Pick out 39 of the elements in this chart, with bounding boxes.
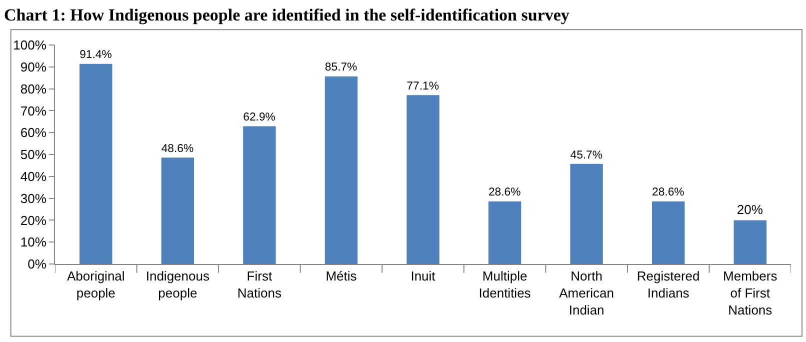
y-tick-label: 80% (20, 81, 47, 96)
x-tick-label: North American Indian (559, 268, 614, 318)
x-tick-label: Métis (326, 268, 358, 284)
bar (80, 64, 112, 264)
y-tick-label: 100% (13, 38, 47, 53)
x-tick-label: Registered Indians (636, 268, 700, 300)
y-tick-label: 60% (20, 125, 47, 140)
bar (570, 164, 603, 264)
data-label: 77.1% (406, 80, 439, 93)
bar (406, 95, 440, 264)
data-label: 48.6% (161, 142, 194, 155)
data-label: 45.7% (570, 149, 602, 162)
data-label: 28.6% (652, 186, 684, 199)
y-tick-label: 70% (20, 103, 47, 118)
data-label: 28.6% (488, 186, 521, 199)
x-tick-label: First Nations (237, 268, 282, 300)
y-tick-label: 40% (20, 168, 47, 184)
data-label: 20% (736, 202, 764, 218)
x-tick-label: Multiple Identities (478, 268, 532, 300)
x-tick-label: Aboriginal people (66, 268, 125, 300)
y-tick-label: 10% (20, 234, 47, 250)
data-label: 85.7% (324, 62, 358, 74)
data-label: 91.4% (80, 49, 112, 62)
y-tick-label: 50% (20, 147, 47, 162)
y-tick-label: 0% (28, 256, 47, 272)
bar (161, 158, 194, 264)
y-tick-label: 20% (20, 212, 47, 228)
x-tick-label: Members of First Nations (723, 268, 778, 318)
y-tick-label: 30% (20, 190, 47, 206)
x-tick-label: Inuit (410, 268, 436, 284)
y-tick-label: 90% (20, 59, 47, 74)
bar (243, 126, 276, 264)
x-tick-label: Indigenous people (146, 268, 210, 300)
chart-title: Chart 1: How Indigenous people are identified in the self-identification survey (4, 5, 570, 24)
bar (324, 76, 358, 264)
bar (734, 220, 766, 264)
bar (652, 201, 685, 264)
data-label: 62.9% (243, 112, 276, 124)
bar (488, 201, 522, 264)
